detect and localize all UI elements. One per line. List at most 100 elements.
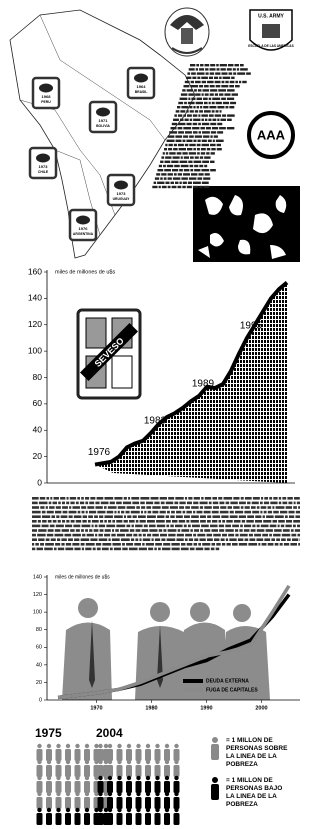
person-icon xyxy=(65,776,71,793)
person-head xyxy=(104,744,108,748)
person-body xyxy=(126,797,132,809)
text-stripe xyxy=(292,538,298,541)
sign-icon xyxy=(134,74,148,83)
text-stripe xyxy=(297,534,300,537)
text-stripe xyxy=(200,502,208,505)
text-stripe xyxy=(233,506,239,509)
text-stripe xyxy=(276,506,285,509)
text-stripe xyxy=(177,106,180,108)
text-stripe xyxy=(76,520,81,523)
text-stripe xyxy=(199,538,205,541)
text-stripe xyxy=(230,102,236,104)
text-stripe xyxy=(281,538,286,541)
text-stripe xyxy=(135,538,138,541)
text-stripe xyxy=(221,515,228,518)
person-icon xyxy=(75,792,81,809)
text-stripe xyxy=(212,98,220,100)
person-icon xyxy=(174,792,180,809)
photo xyxy=(193,186,300,262)
person-body xyxy=(155,765,161,777)
text-stripe xyxy=(213,506,219,509)
text-stripe xyxy=(184,156,189,158)
text-stripe xyxy=(227,89,235,91)
text-stripe xyxy=(174,173,177,175)
text-stripe xyxy=(63,511,68,514)
text-stripe xyxy=(294,497,300,500)
text-stripe xyxy=(102,543,111,546)
text-stripe xyxy=(187,114,192,116)
text-stripe xyxy=(87,506,94,509)
text-stripe xyxy=(233,72,236,74)
text-stripe xyxy=(198,114,200,116)
infographic: U.S. ARMY AAA ESCUELA DE LAS AMERICAS196… xyxy=(0,0,310,829)
text-stripe xyxy=(209,98,212,100)
text-stripe xyxy=(204,548,209,551)
text-stripe xyxy=(122,548,127,551)
text-stripe xyxy=(268,543,274,546)
text-stripe xyxy=(173,119,179,121)
text-stripe xyxy=(147,515,156,518)
text-stripe xyxy=(81,506,86,509)
text-stripe xyxy=(201,525,209,528)
text-stripe xyxy=(212,515,220,518)
person-body xyxy=(155,781,161,793)
text-stripe xyxy=(179,506,184,509)
person-body xyxy=(65,765,71,777)
person-body xyxy=(164,813,170,825)
text-stripe xyxy=(288,502,292,505)
text-stripe xyxy=(200,506,203,509)
legend-icon-body xyxy=(211,744,219,760)
person-icon xyxy=(117,760,123,777)
text-stripe xyxy=(222,520,225,523)
text-stripe xyxy=(209,102,211,104)
text-stripe xyxy=(273,520,277,523)
text-stripe xyxy=(219,529,224,532)
text-stripe xyxy=(166,515,169,518)
legend-label: = 1 MILLON DE PERSONAS BAJO LA LINEA DE … xyxy=(226,777,290,809)
text-stripe xyxy=(280,543,283,546)
text-stripe xyxy=(187,148,192,150)
text-stripe xyxy=(165,156,171,158)
text-stripe xyxy=(108,520,111,523)
text-stripe xyxy=(76,502,79,505)
text-stripe xyxy=(53,502,57,505)
text-stripe xyxy=(104,534,110,537)
text-stripe xyxy=(55,529,61,532)
text-stripe xyxy=(148,511,152,514)
text-stripe xyxy=(165,182,169,184)
text-stripe xyxy=(193,502,198,505)
person-body xyxy=(46,797,52,809)
text-stripe xyxy=(190,169,193,171)
text-stripe xyxy=(154,548,156,551)
person-icon xyxy=(155,792,161,809)
text-stripe xyxy=(232,543,238,546)
text-stripe xyxy=(230,515,238,518)
text-stripe xyxy=(222,114,226,116)
text-stripe xyxy=(225,529,233,532)
person-head xyxy=(108,808,112,812)
text-stripe xyxy=(212,497,217,500)
text-stripe xyxy=(178,102,183,104)
person-body xyxy=(98,797,104,809)
text-stripe xyxy=(200,106,202,108)
person-icon xyxy=(37,776,43,793)
text-stripe xyxy=(255,515,261,518)
text-stripe xyxy=(209,106,216,108)
y-tick-label: 140 xyxy=(33,574,42,580)
text-stripe xyxy=(201,77,208,79)
text-stripe xyxy=(169,144,173,146)
text-stripe xyxy=(192,525,200,528)
text-stripe xyxy=(289,511,295,514)
text-stripe xyxy=(188,98,190,100)
text-stripe xyxy=(205,497,211,500)
y-tick-label: 20 xyxy=(33,451,43,461)
text-stripe xyxy=(252,525,255,528)
text-stripe xyxy=(229,538,236,541)
text-stripe xyxy=(264,511,267,514)
y-tick-label: 120 xyxy=(33,592,42,598)
person-icon xyxy=(126,744,132,761)
text-stripe xyxy=(183,173,190,175)
text-stripe xyxy=(297,525,300,528)
person-head xyxy=(127,808,131,812)
annotation: 1976 xyxy=(88,447,111,458)
